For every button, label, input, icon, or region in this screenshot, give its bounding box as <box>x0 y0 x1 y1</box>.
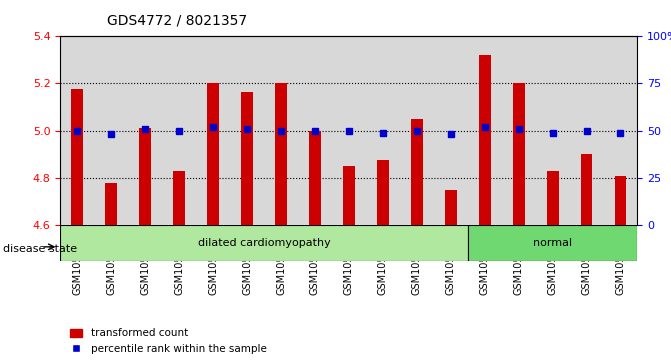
Bar <box>275 83 287 225</box>
Bar <box>162 36 196 225</box>
Bar <box>60 36 95 225</box>
Bar <box>95 36 128 225</box>
Bar <box>513 83 525 225</box>
Legend: transformed count, percentile rank within the sample: transformed count, percentile rank withi… <box>66 324 270 358</box>
Bar <box>196 36 230 225</box>
Text: dilated cardiomyopathy: dilated cardiomyopathy <box>198 238 330 248</box>
Bar <box>332 36 366 225</box>
Bar <box>547 171 558 225</box>
Bar <box>478 55 491 225</box>
Bar <box>140 128 151 225</box>
Text: normal: normal <box>533 238 572 248</box>
Bar <box>230 36 264 225</box>
Bar <box>411 119 423 225</box>
Bar <box>615 176 627 225</box>
Bar <box>309 131 321 225</box>
Bar <box>603 36 637 225</box>
Bar <box>264 36 298 225</box>
Bar <box>580 154 592 225</box>
Bar <box>173 171 185 225</box>
Bar <box>366 36 400 225</box>
Bar <box>71 89 83 225</box>
Bar <box>433 36 468 225</box>
Bar <box>468 36 502 225</box>
Bar <box>445 189 457 225</box>
Bar <box>105 183 117 225</box>
Text: disease state: disease state <box>3 244 77 254</box>
Bar <box>377 160 389 225</box>
Bar <box>60 225 468 261</box>
Bar <box>241 92 253 225</box>
Bar <box>400 36 433 225</box>
Bar <box>298 36 332 225</box>
Bar <box>128 36 162 225</box>
Bar <box>468 225 637 261</box>
Bar <box>343 166 355 225</box>
Text: GDS4772 / 8021357: GDS4772 / 8021357 <box>107 13 247 27</box>
Bar <box>570 36 603 225</box>
Bar <box>502 36 535 225</box>
Bar <box>535 36 570 225</box>
Bar <box>207 83 219 225</box>
